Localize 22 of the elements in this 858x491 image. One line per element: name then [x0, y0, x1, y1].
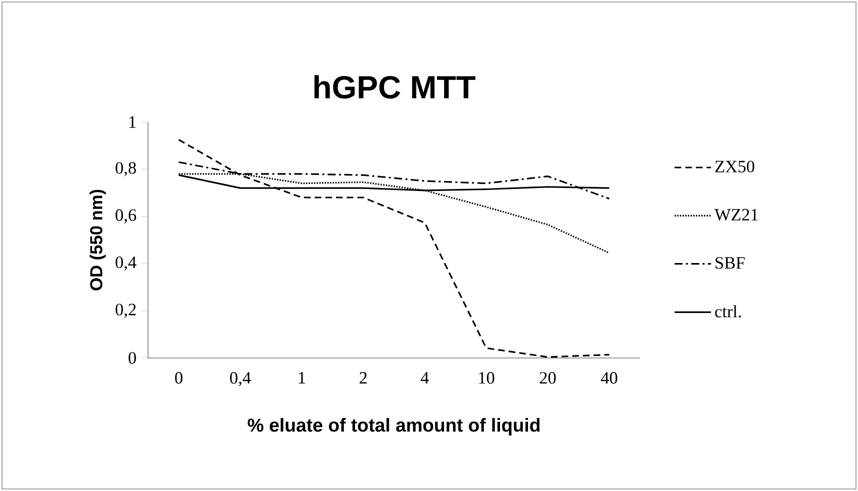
legend-label: ctrl. — [715, 305, 741, 318]
legend-label: WZ21 — [714, 208, 758, 221]
x-tick-label: 2 — [360, 372, 367, 384]
y-axis-title: OD (550 nm) — [90, 190, 106, 290]
y-tick-label: 0 — [128, 352, 136, 364]
x-tick-label: 10 — [479, 372, 494, 384]
x-tick-label: 4 — [420, 372, 429, 384]
x-axis-title: % eluate of total amount of liquid — [248, 418, 540, 436]
x-tick-label: 1 — [298, 372, 306, 384]
legend-label: ZX50 — [715, 160, 754, 172]
x-tick-label: 0,4 — [230, 372, 251, 386]
y-tick-label: 0,2 — [116, 304, 136, 318]
y-tick-label: 1 — [129, 116, 136, 128]
chart-title: hGPC MTT — [314, 75, 476, 99]
y-tick-label: 0,8 — [116, 162, 136, 176]
x-tick-label: 0 — [175, 372, 182, 384]
x-tick-label: 40 — [600, 372, 618, 384]
legend-label: SBF — [716, 257, 745, 269]
y-tick-label: 0,6 — [116, 209, 136, 224]
x-tick-label: 20 — [540, 372, 556, 384]
line-series — [178, 138, 610, 358]
y-tick-label: 0,4 — [116, 256, 136, 271]
